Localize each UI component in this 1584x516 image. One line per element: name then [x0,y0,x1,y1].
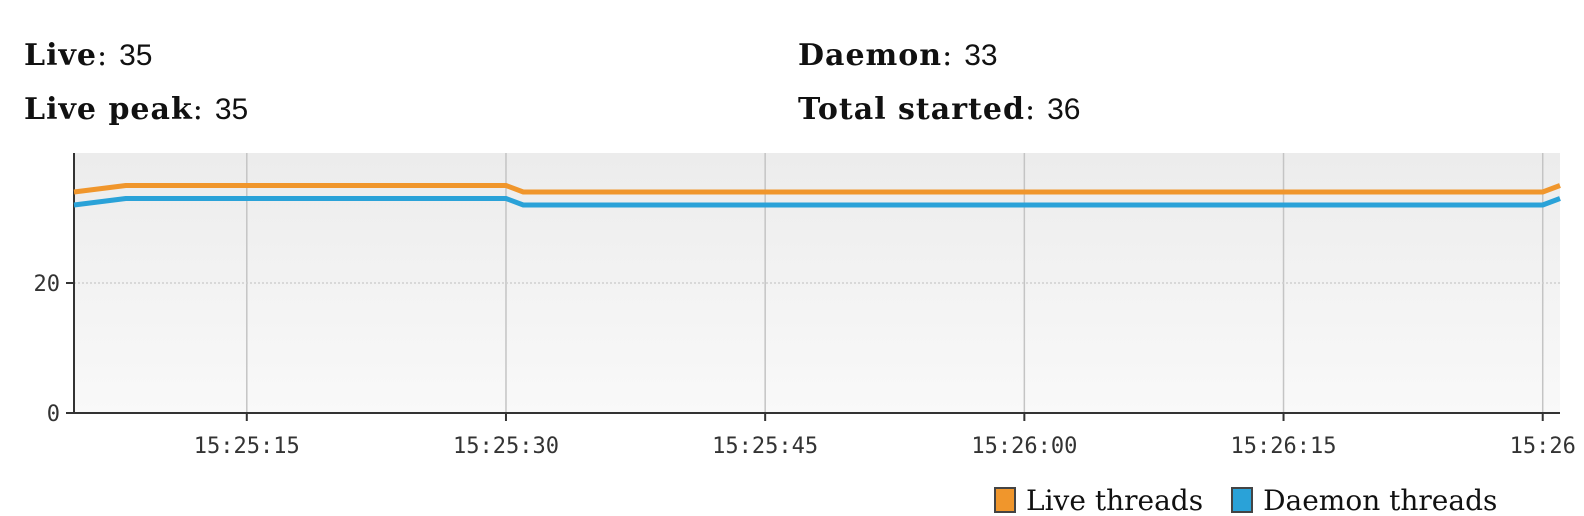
tick-labels: 15:25:15 15:25:30 15:25:45 15:26:00 15:26:15… [34,272,1576,459]
total-started-label: Total started [798,92,1025,127]
daemon-value: 33 [964,39,998,72]
live-colon: : [97,38,108,73]
legend-swatch-live [994,487,1016,513]
daemon-threads-line [73,196,1561,208]
legend-item-daemon: Daemon threads [1231,484,1497,516]
live-peak-colon: : [192,92,203,127]
series [73,183,1561,208]
live-label: Live [24,38,98,73]
live-stat: Live: 35 [24,38,153,74]
live-peak-stat: Live peak: 35 [24,92,248,128]
live-value: 35 [119,39,153,72]
daemon-colon: : [942,38,953,73]
axes [66,153,1560,421]
total-started-colon: : [1024,92,1036,127]
x-tick-label: 15:25:45 [712,434,818,459]
x-tick-label: 15:25:30 [453,434,559,459]
threads-chart: 15:25:15 15:25:30 15:25:45 15:26:00 15:26:15… [34,153,1576,459]
legend-swatch-daemon [1231,487,1254,513]
total-started-stat: Total started: 36 [798,92,1080,128]
x-tick-label: 15:26:00 [971,434,1077,459]
legend-label-daemon: Daemon threads [1263,483,1498,516]
chart-legend: Live threads Daemon threads [994,484,1525,516]
legend-label-live: Live threads [1026,483,1204,516]
y-tick-label: 0 [47,402,60,427]
live-threads-line [73,183,1561,195]
legend-item-live: Live threads [994,484,1203,516]
live-peak-label: Live peak [24,92,193,127]
x-tick-label: 15:26 [1510,434,1576,459]
live-peak-value: 35 [214,93,249,126]
x-tick-label: 15:25:15 [194,434,300,459]
x-tick-label: 15:26:15 [1231,434,1337,459]
daemon-label: Daemon [798,38,943,73]
daemon-stat: Daemon: 33 [798,38,998,74]
total-started-value: 36 [1047,93,1081,126]
y-tick-label: 20 [34,272,61,297]
